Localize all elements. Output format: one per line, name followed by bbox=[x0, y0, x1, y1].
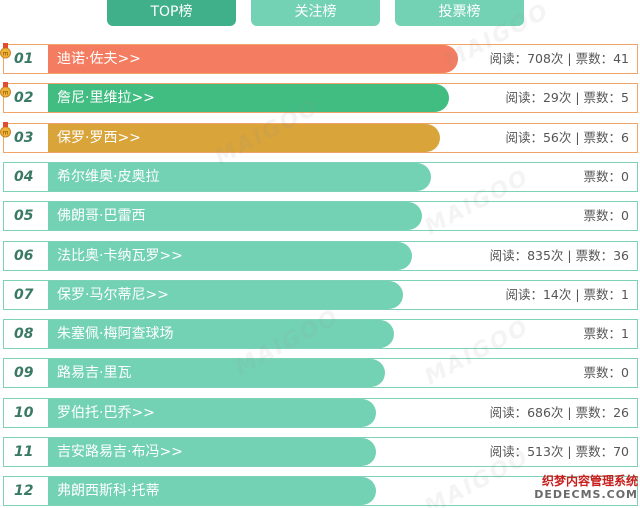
row-stats: 阅读：14次 | 票数：1 bbox=[505, 286, 629, 302]
ranking-bar-label[interactable]: 迪诺·佐夫>> bbox=[48, 45, 458, 73]
svg-text:m: m bbox=[3, 51, 9, 58]
row-stats: 票数：0 bbox=[583, 168, 629, 184]
ranking-bar-label[interactable]: 罗伯托·巴乔>> bbox=[48, 398, 376, 427]
row-stats: 票数：1 bbox=[583, 326, 629, 342]
row-stats: 票数：0 bbox=[583, 365, 629, 381]
ranking-row[interactable]: m 01 迪诺·佐夫>> 阅读：708次 | 票数：41 bbox=[0, 43, 638, 74]
rank-number: 07 bbox=[14, 286, 34, 303]
row-stats: 阅读：708次 | 票数：41 bbox=[489, 51, 629, 66]
ranking-bar-label[interactable]: 朱塞佩·梅阿查球场 bbox=[48, 320, 394, 349]
rank-number: 03 bbox=[14, 129, 34, 146]
row-stats: 阅读：56次 | 票数：6 bbox=[505, 129, 629, 145]
ranking-bar-label[interactable]: 保罗·罗西>> bbox=[48, 123, 440, 152]
row-stats: 阅读：835次 | 票数：36 bbox=[489, 247, 629, 263]
ranking-bar-label[interactable]: 希尔维奥·皮奥拉 bbox=[48, 162, 431, 191]
svg-text:m: m bbox=[3, 129, 9, 136]
ranking-row[interactable]: m 03 保罗·罗西>> 阅读：56次 | 票数：6 bbox=[0, 121, 638, 153]
rank-number: 02 bbox=[14, 90, 34, 107]
rank-number: 01 bbox=[14, 51, 34, 67]
rank-number: 12 bbox=[14, 483, 34, 500]
medal-icon: m bbox=[0, 121, 11, 138]
ranking-row[interactable]: 09 路易吉·里瓦 票数：0 bbox=[3, 358, 638, 389]
ranking-row[interactable]: 05 佛朗哥·巴雷西 票数：0 bbox=[3, 201, 638, 232]
ranking-row[interactable]: 11 吉安路易吉·布冯>> 阅读：513次 | 票数：70 bbox=[3, 437, 638, 467]
ranking-bar-label[interactable]: 弗朗西斯科·托蒂 bbox=[48, 477, 376, 506]
tab-top[interactable]: TOP榜 bbox=[107, 0, 236, 26]
row-stats: 票数：0 bbox=[583, 208, 629, 224]
ranking-bar-label[interactable]: 法比奥·卡纳瓦罗>> bbox=[48, 241, 412, 270]
ranking-bar-label[interactable]: 佛朗哥·巴雷西 bbox=[48, 202, 422, 231]
rank-number: 04 bbox=[14, 168, 34, 185]
ranking-row[interactable]: m 02 詹尼·里维拉>> 阅读：29次 | 票数：5 bbox=[0, 82, 638, 114]
ranking-bar-label[interactable]: 詹尼·里维拉>> bbox=[48, 84, 449, 113]
ranking-tabs: TOP榜 关注榜 投票榜 bbox=[0, 0, 640, 26]
rank-number: 08 bbox=[14, 326, 34, 343]
ranking-bar-label[interactable]: 吉安路易吉·布冯>> bbox=[48, 438, 376, 466]
tab-vote[interactable]: 投票榜 bbox=[395, 0, 524, 26]
ranking-row[interactable]: 07 保罗·马尔蒂尼>> 阅读：14次 | 票数：1 bbox=[3, 279, 638, 310]
ranking-row[interactable]: 10 罗伯托·巴乔>> 阅读：686次 | 票数：26 bbox=[3, 397, 638, 428]
tab-follow[interactable]: 关注榜 bbox=[251, 0, 380, 26]
svg-text:m: m bbox=[3, 90, 9, 97]
medal-icon: m bbox=[0, 43, 11, 59]
ranking-bar-label[interactable]: 路易吉·里瓦 bbox=[48, 359, 385, 388]
ranking-row[interactable]: 04 希尔维奥·皮奥拉 票数：0 bbox=[3, 161, 638, 192]
rank-number: 09 bbox=[14, 365, 34, 382]
row-stats: 阅读：513次 | 票数：70 bbox=[489, 444, 629, 459]
row-stats: 阅读：29次 | 票数：5 bbox=[505, 90, 629, 106]
rank-number: 11 bbox=[14, 444, 34, 460]
rank-number: 05 bbox=[14, 208, 34, 225]
row-stats: 阅读：686次 | 票数：26 bbox=[489, 404, 629, 420]
ranking-bar-label[interactable]: 保罗·马尔蒂尼>> bbox=[48, 280, 403, 309]
medal-icon: m bbox=[0, 82, 11, 98]
rank-number: 06 bbox=[14, 247, 34, 264]
ranking-row[interactable]: 08 朱塞佩·梅阿查球场 票数：1 bbox=[3, 319, 638, 350]
ranking-row[interactable]: 06 法比奥·卡纳瓦罗>> 阅读：835次 | 票数：36 bbox=[3, 240, 638, 271]
rank-number: 10 bbox=[14, 404, 34, 421]
ranking-row[interactable]: 12 弗朗西斯科·托蒂 bbox=[3, 476, 638, 507]
